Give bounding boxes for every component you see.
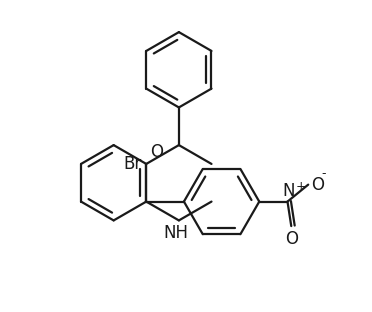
Text: O: O (150, 143, 163, 161)
Text: -: - (321, 167, 326, 180)
Text: NH: NH (163, 224, 188, 242)
Text: O: O (311, 176, 324, 194)
Text: N: N (282, 182, 295, 200)
Text: Br: Br (123, 155, 141, 173)
Text: +: + (295, 180, 306, 193)
Text: O: O (285, 230, 298, 248)
